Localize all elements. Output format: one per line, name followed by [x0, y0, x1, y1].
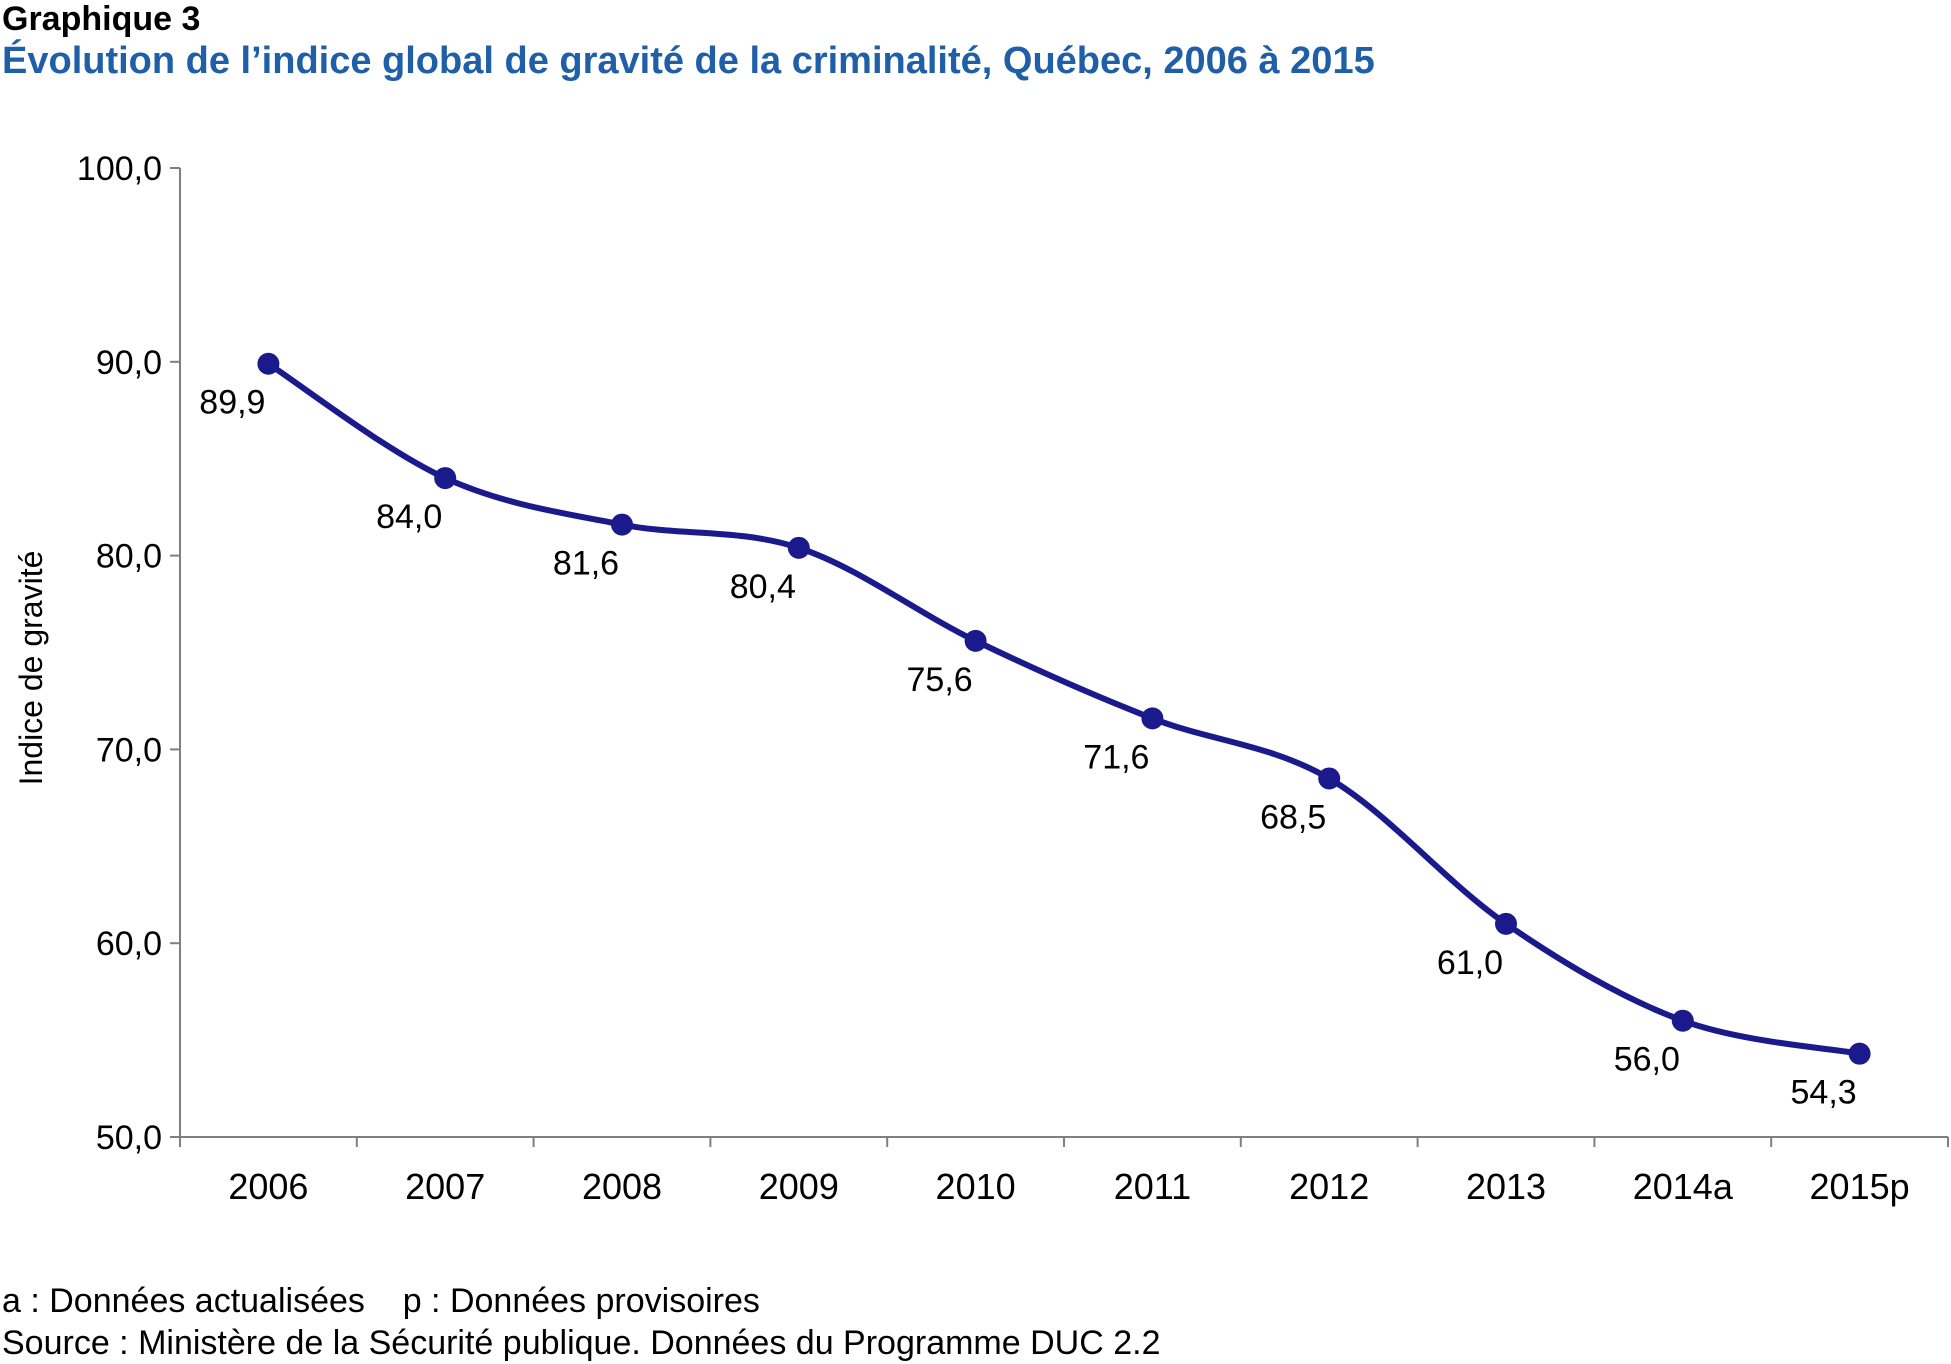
- abbrev-p-note: p : Données provisoires: [402, 1282, 760, 1320]
- y-tick-label: 60,0: [96, 925, 162, 963]
- data-label: 71,6: [1083, 738, 1149, 776]
- data-point: [787, 536, 810, 559]
- data-label: 56,0: [1614, 1041, 1680, 1079]
- x-tick-label: 2013: [1466, 1166, 1546, 1207]
- abbrev-a-note: a : Données actualisées: [2, 1282, 365, 1320]
- data-label: 61,0: [1437, 944, 1503, 982]
- data-point: [1671, 1009, 1694, 1032]
- y-tick-label: 50,0: [96, 1119, 162, 1157]
- data-point: [1318, 767, 1341, 790]
- data-label: 89,9: [199, 384, 265, 422]
- data-label: 84,0: [376, 498, 442, 536]
- data-point: [1141, 707, 1164, 730]
- data-point: [434, 467, 457, 490]
- series-line: [265, 360, 1863, 1057]
- data-point: [964, 629, 987, 652]
- y-ticks: 50,0 60,0 70,0 80,0 90,0 100,0: [77, 150, 180, 1157]
- data-label: 68,5: [1260, 798, 1326, 836]
- data-point: [1848, 1042, 1871, 1065]
- data-points: [257, 352, 1871, 1065]
- x-tick-label: 2014a: [1633, 1166, 1734, 1207]
- chart-title: Évolution de l’indice global de gravité …: [2, 40, 1375, 82]
- data-label: 80,4: [730, 568, 796, 606]
- y-tick-label: 80,0: [96, 538, 162, 576]
- x-tick-label: 2009: [759, 1166, 839, 1207]
- x-tick-label: 2006: [228, 1166, 308, 1207]
- x-tick-label: 2015p: [1810, 1166, 1910, 1207]
- x-tick-label: 2012: [1289, 1166, 1369, 1207]
- data-labels: 89,9 84,0 81,6 80,4 75,6 71,6 68,5 61,0 56,0 54,3: [199, 384, 1856, 1112]
- y-axis-label: Indice de gravité: [13, 551, 49, 786]
- x-tick-label: 2010: [936, 1166, 1016, 1207]
- figure-label: Graphique 3: [2, 0, 201, 38]
- data-point: [1495, 912, 1517, 935]
- data-point: [257, 352, 280, 375]
- abbreviation-note: a : Données actualisées p : Données prov…: [2, 1280, 1160, 1322]
- x-ticks: 2006 2007 2008 2009 2010 2011 2012 2013 2014a 201…: [179, 1137, 1949, 1207]
- data-label: 54,3: [1791, 1074, 1857, 1112]
- x-tick-label: 2007: [405, 1166, 485, 1207]
- data-label: 81,6: [553, 545, 619, 583]
- x-tick-label: 2008: [582, 1166, 662, 1207]
- y-tick-label: 100,0: [77, 150, 162, 188]
- notes: a : Données actualisées p : Données prov…: [2, 1280, 1160, 1364]
- x-tick-label: 2011: [1114, 1166, 1191, 1207]
- y-tick-label: 90,0: [96, 344, 162, 382]
- data-label: 75,6: [907, 661, 973, 699]
- y-tick-label: 70,0: [96, 731, 162, 769]
- source-note: Source : Ministère de la Sécurité publiq…: [2, 1324, 1161, 1362]
- axes: [179, 168, 1948, 1138]
- data-point: [611, 513, 633, 536]
